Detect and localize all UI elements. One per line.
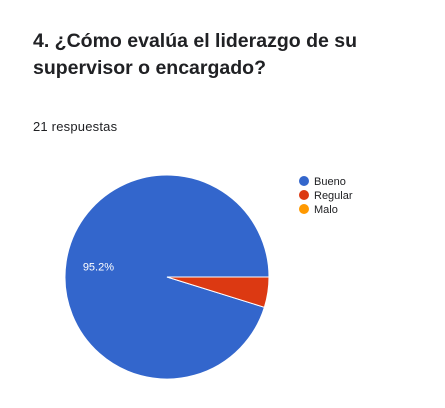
question-title: 4. ¿Cómo evalúa el liderazgo de su super… — [33, 30, 358, 79]
pie-slice-regular — [166, 276, 270, 308]
response-count: 21 respuestas — [33, 119, 118, 134]
pie-slice-labels: 95.2% — [83, 262, 114, 274]
legend-label-bueno: Bueno — [314, 176, 346, 188]
legend-marker-bueno — [299, 176, 309, 186]
legend-marker-regular — [299, 190, 309, 200]
legend-label-malo: Malo — [314, 204, 338, 216]
legend-label-regular: Regular — [314, 190, 353, 202]
pie-slice-label-bueno: 95.2% — [83, 262, 114, 274]
legend-marker-malo — [299, 204, 309, 214]
pie-slices — [64, 174, 270, 380]
chart-legend: Bueno Regular Malo — [299, 176, 353, 216]
